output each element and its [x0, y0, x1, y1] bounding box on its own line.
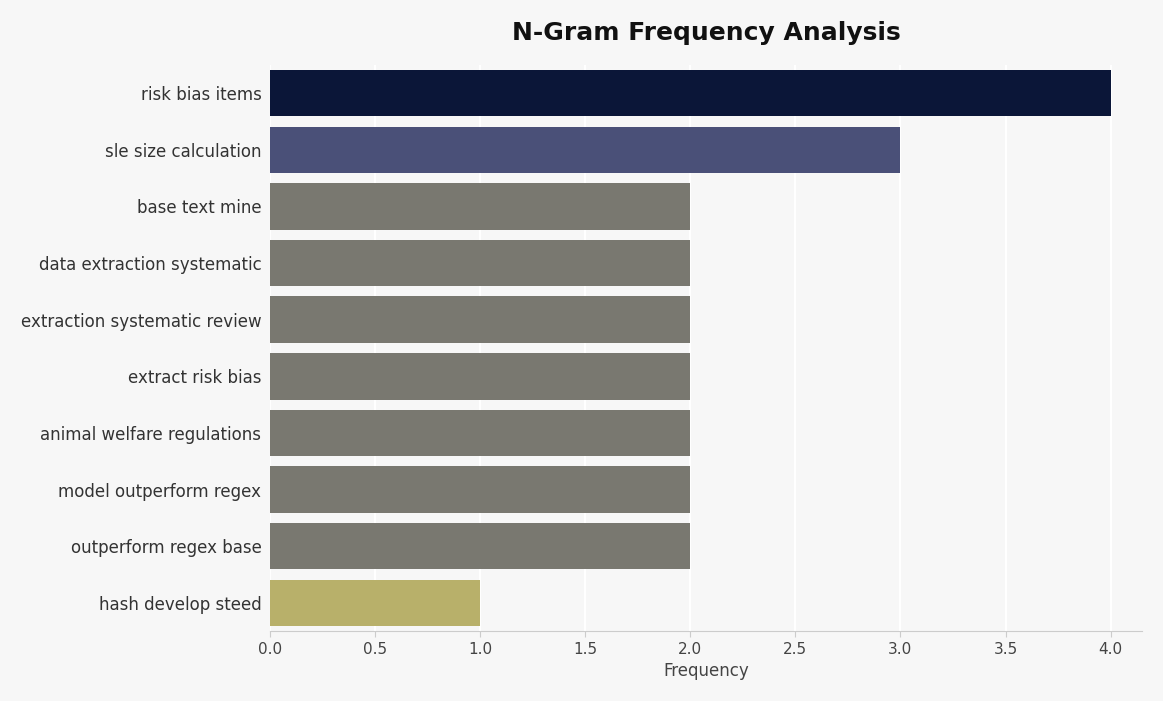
- Bar: [270, 70, 1111, 116]
- Title: N-Gram Frequency Analysis: N-Gram Frequency Analysis: [512, 21, 900, 45]
- Bar: [270, 580, 480, 626]
- Bar: [270, 353, 690, 400]
- X-axis label: Frequency: Frequency: [663, 662, 749, 680]
- Bar: [270, 466, 690, 513]
- Bar: [270, 183, 690, 230]
- Bar: [270, 523, 690, 569]
- Bar: [270, 240, 690, 286]
- Bar: [270, 410, 690, 456]
- Bar: [270, 127, 900, 173]
- Bar: [270, 297, 690, 343]
